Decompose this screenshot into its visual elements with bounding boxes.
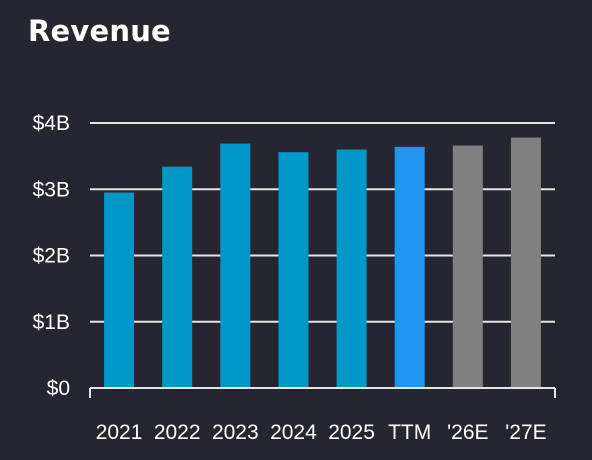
y-tick-label: $3B — [33, 178, 70, 201]
x-tick-label: 2022 — [154, 421, 201, 444]
bar-2023 — [220, 143, 251, 388]
bar-2025 — [336, 149, 367, 388]
chart-title: Revenue — [28, 14, 171, 48]
gridlines — [90, 122, 555, 323]
x-tick-label: 2023 — [212, 421, 259, 444]
x-tick-label: '26E — [447, 421, 488, 444]
y-tick-label: $2B — [33, 245, 70, 268]
x-axis — [89, 387, 556, 398]
x-tick-label: 2025 — [328, 421, 375, 444]
bars — [104, 137, 541, 388]
bar-2022 — [162, 166, 193, 388]
bar-ttm — [394, 146, 425, 388]
y-tick-label: $0 — [47, 377, 70, 400]
y-tick-labels: $0 $1B $2B $3B $4B — [33, 112, 70, 400]
y-tick-label: $4B — [33, 112, 70, 135]
bar-2024 — [278, 152, 309, 388]
y-tick-label: $1B — [33, 311, 70, 334]
x-tick-label: 2021 — [96, 421, 143, 444]
x-tick-label: 2024 — [270, 421, 317, 444]
x-tick-label: '27E — [505, 421, 546, 444]
bar-2021 — [104, 192, 135, 388]
x-tick-label: TTM — [388, 421, 431, 444]
bar-26e — [452, 145, 483, 388]
bar-27e — [510, 137, 541, 388]
x-tick-labels: 2021 2022 2023 2024 2025 TTM '26E '27E — [96, 421, 547, 444]
